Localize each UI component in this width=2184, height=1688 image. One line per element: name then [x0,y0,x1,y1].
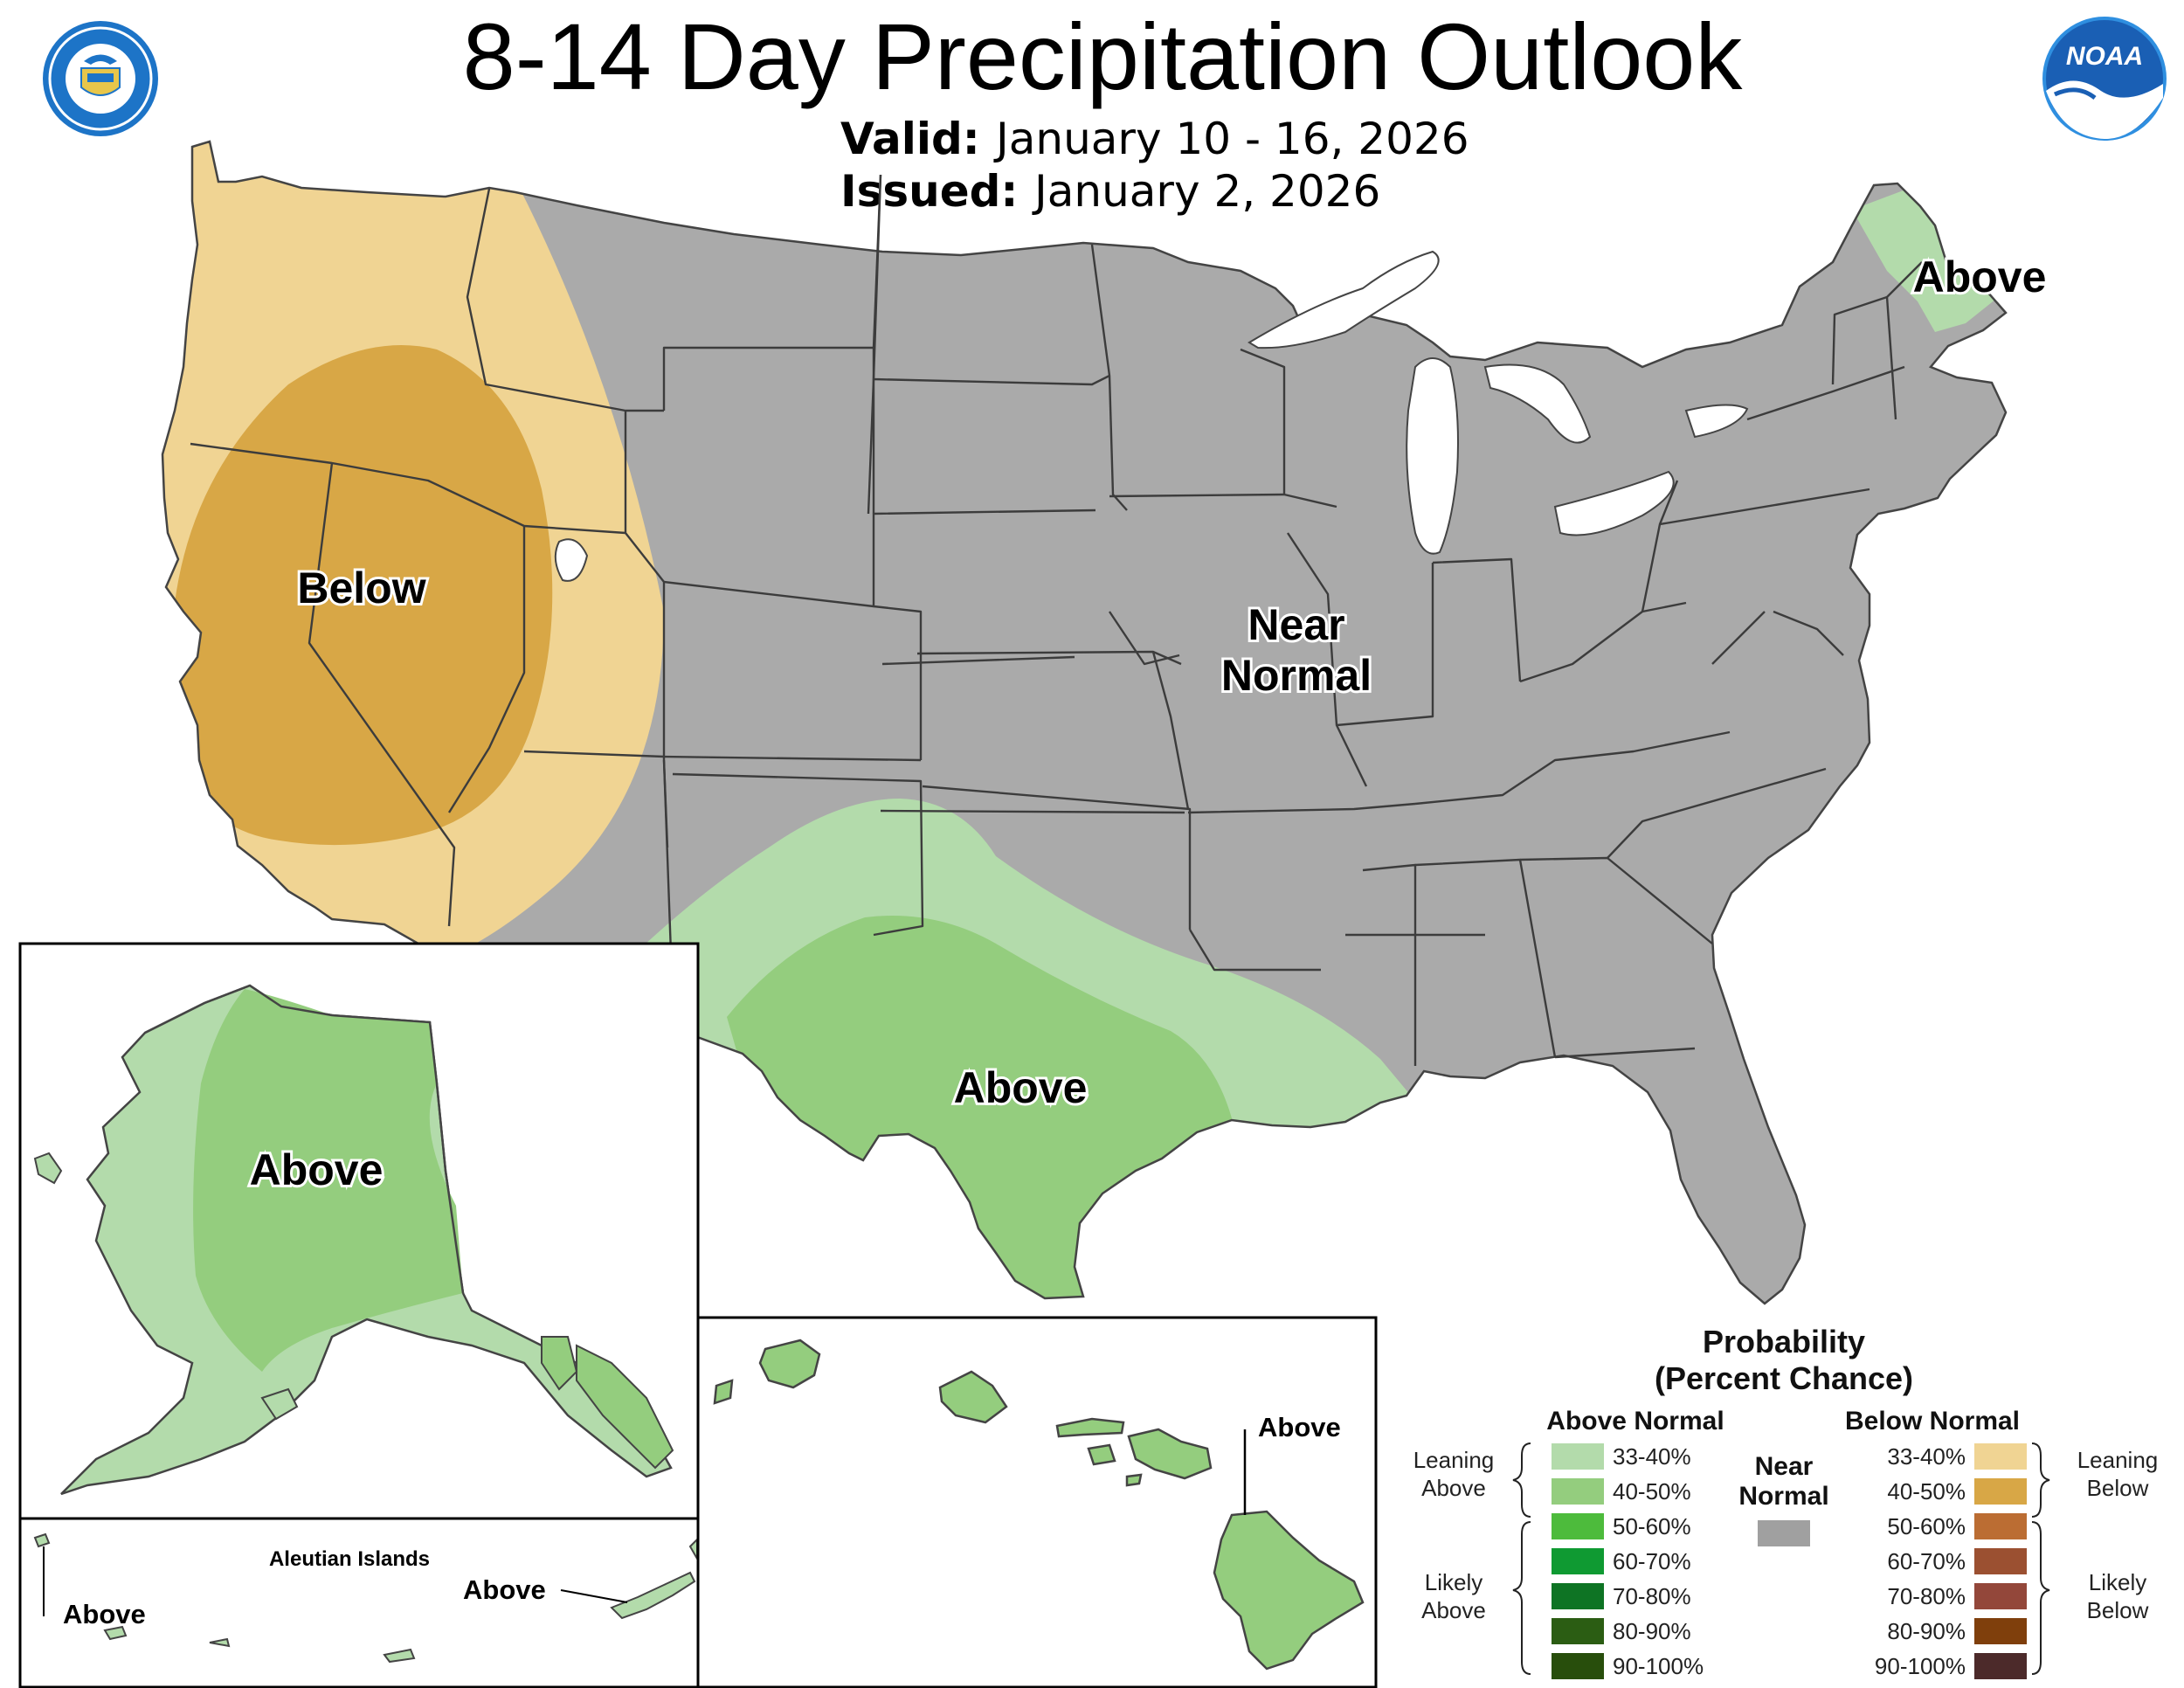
legend-below-range-5: 80-90% [1887,1618,1966,1644]
aleutian-title: Aleutian Islands [269,1547,430,1571]
hawaii-inset: Above [696,1316,1378,1688]
island-kauai [758,1339,821,1389]
legend-likely-below-1: Likely [2089,1569,2146,1595]
legend-below-swatch-2 [1974,1513,2027,1539]
legend-below-range-6: 90-100% [1875,1653,1966,1679]
island-maui [1127,1428,1213,1480]
legend-below-range-2: 50-60% [1887,1513,1966,1539]
legend-title-line1: Probability [1703,1324,1865,1359]
island-molokai [1055,1417,1125,1438]
label-above-aleutian-west: Above [63,1599,146,1629]
legend-leaning-above-1: Leaning [1413,1447,1495,1473]
legend-below-swatch-3 [1974,1548,2027,1574]
legend-above-rows: 33-40% 40-50% 50-60% 60-70% 70-80% 80-90% 90-1… [1552,1443,1704,1679]
noaa-logo-text: NOAA [2066,42,2143,71]
map-title: 8-14 Day Precipitation Outlook [463,3,1744,109]
legend-above-range-3: 60-70% [1613,1548,1691,1574]
legend-likely-below-2: Below [2087,1597,2149,1623]
legend-below-header: Below Normal [1845,1407,2020,1435]
legend-above-range-1: 40-50% [1613,1478,1691,1505]
legend-above-swatch-3 [1552,1548,1604,1574]
legend-above-range-5: 80-90% [1613,1618,1691,1644]
island-niihau [713,1379,734,1405]
state-boundaries [190,174,1923,1066]
legend-below-swatch-6 [1974,1653,2027,1679]
legend-above-range-0: 33-40% [1613,1443,1691,1470]
legend-below-swatch-4 [1974,1583,2027,1609]
legend-below-range-1: 40-50% [1887,1478,1966,1505]
label-above-aleutian-east: Above [463,1574,546,1605]
issued-date: January 2, 2026 [1032,166,1380,217]
legend-near-line2: Normal [1738,1482,1828,1511]
alaska-likely-region [193,989,463,1372]
legend-above-swatch-5 [1552,1618,1604,1644]
island-kahoolawe [1125,1473,1143,1487]
legend-title-line2: (Percent Chance) [1655,1360,1913,1396]
label-above-south: Above [954,1063,1088,1112]
legend-below-range-0: 33-40% [1887,1443,1966,1470]
label-above-alaska: Above [250,1145,384,1194]
aleutian-inset: Aleutian Islands Above Above [18,1517,700,1688]
valid-dates: January 10 - 16, 2026 [993,114,1469,164]
legend-above-range-6: 90-100% [1613,1653,1704,1679]
noaa-logo-icon: NOAA [2042,17,2167,141]
legend-above-swatch-1 [1552,1478,1604,1505]
legend-near-swatch [1758,1520,1810,1546]
legend-leaning-below-1: Leaning [2077,1447,2159,1473]
legend-above-swatch-4 [1552,1583,1604,1609]
below-likely-region [175,345,553,846]
legend-leaning-above-2: Above [1421,1475,1486,1501]
legend-above-header: Above Normal [1546,1407,1724,1435]
legend-near-line1: Near [1755,1452,1814,1481]
issued-label: Issued: [840,166,1018,217]
label-below-west: Below [297,564,425,612]
legend-below-rows: 33-40% 40-50% 50-60% 60-70% 70-80% 80-90% 90-1… [1875,1443,2027,1679]
legend: Probability (Percent Chance) Above Norma… [1413,1324,2159,1679]
label-near-normal-line2: Normal [1221,651,1372,700]
legend-below-range-3: 60-70% [1887,1548,1966,1574]
great-lakes [554,250,1749,582]
legend-above-swatch-2 [1552,1513,1604,1539]
label-above-hawaii: Above [1258,1412,1341,1442]
legend-below-swatch-1 [1974,1478,2027,1505]
legend-below-swatch-5 [1974,1618,2027,1644]
legend-below-swatch-0 [1974,1443,2027,1470]
label-near-normal-line1: Near [1248,600,1344,649]
legend-below-range-4: 70-80% [1887,1583,1966,1609]
alaska-inset: Above [18,942,700,1520]
island-hawaii [1213,1510,1365,1671]
legend-above-swatch-0 [1552,1443,1604,1470]
commerce-seal-icon [43,21,158,136]
legend-likely-above-1: Likely [1425,1569,1482,1595]
legend-leaning-below-2: Below [2087,1475,2149,1501]
legend-likely-above-2: Above [1421,1597,1486,1623]
legend-above-range-4: 70-80% [1613,1583,1691,1609]
legend-above-swatch-6 [1552,1653,1604,1679]
legend-above-range-2: 50-60% [1613,1513,1691,1539]
valid-label: Valid: [840,114,980,164]
island-oahu [938,1370,1008,1424]
island-lanai [1087,1443,1116,1466]
label-above-northeast: Above [1913,253,2047,301]
